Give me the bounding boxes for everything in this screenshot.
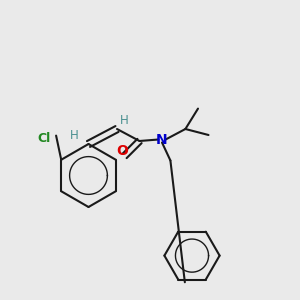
Text: H: H: [70, 129, 79, 142]
Text: N: N: [156, 133, 168, 146]
Text: H: H: [120, 114, 129, 127]
Text: Cl: Cl: [38, 131, 51, 145]
Text: O: O: [116, 144, 128, 158]
